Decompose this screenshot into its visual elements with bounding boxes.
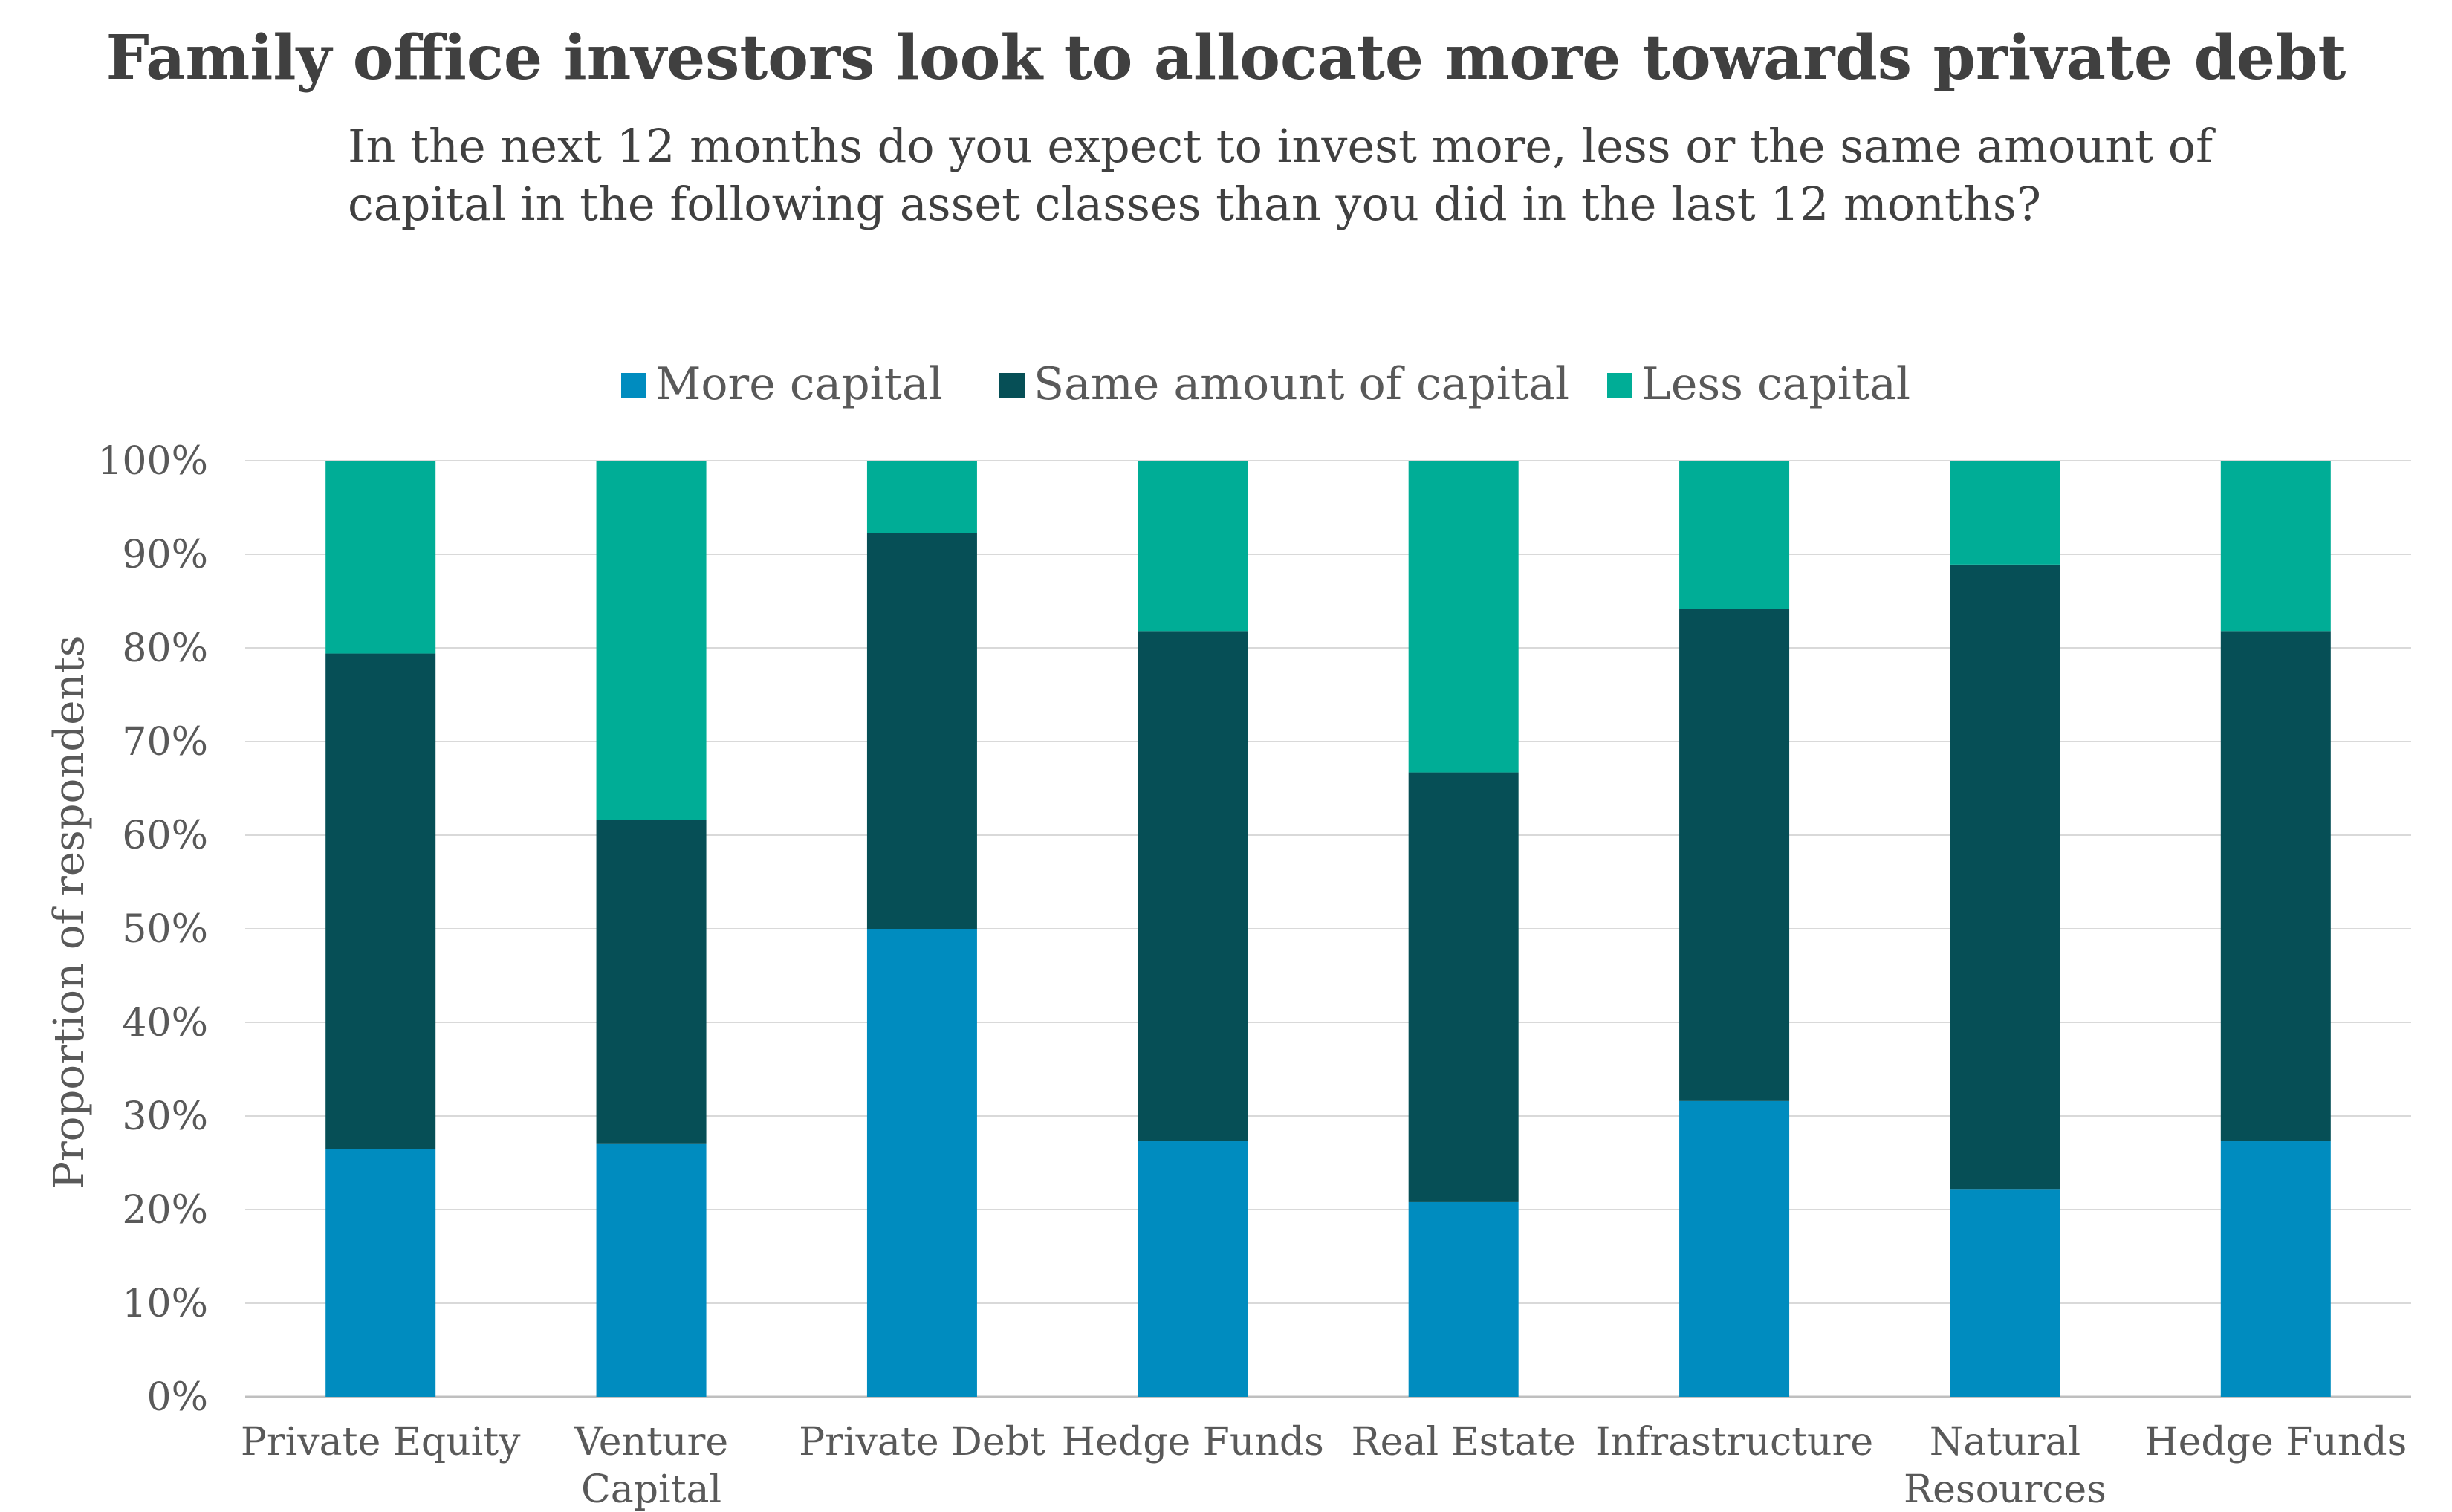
y-tick-label: 30% — [122, 1094, 208, 1139]
x-tick-label: Private Equity — [241, 1420, 521, 1464]
legend-label: More capital — [655, 358, 943, 410]
x-tick-label: Private Debt — [799, 1420, 1045, 1464]
x-tick-label: Resources — [1904, 1467, 2106, 1512]
y-tick-label: 20% — [122, 1188, 208, 1233]
bar-more-capital — [596, 1143, 707, 1397]
legend-label: Same amount of capital — [1034, 358, 1569, 410]
legend-swatch — [999, 373, 1025, 398]
bar-less-capital — [866, 461, 977, 533]
bar-same-amount-of-capital — [1408, 772, 1519, 1202]
y-axis-ticks: 0% 10% 20% 30% 40% 50% 60% 70% 80% 90% 100% — [97, 439, 208, 1420]
bar-more-capital — [1138, 1141, 1248, 1397]
bar-same-amount-of-capital — [2220, 631, 2331, 1142]
y-tick-label: 50% — [122, 907, 208, 952]
bar-more-capital — [1679, 1100, 1790, 1397]
legend-swatch — [621, 373, 646, 398]
bar-same-amount-of-capital — [1679, 609, 1790, 1101]
bar-more-capital — [2220, 1141, 2331, 1397]
y-tick-label: 60% — [122, 814, 208, 858]
bar-less-capital — [2220, 461, 2331, 632]
y-tick-label: 70% — [122, 720, 208, 765]
y-tick-label: 10% — [122, 1282, 208, 1326]
gridlines — [245, 460, 2411, 1398]
x-tick-label: Hedge Funds — [2144, 1420, 2407, 1464]
y-tick-label: 90% — [122, 533, 208, 577]
bar-same-amount-of-capital — [1138, 631, 1248, 1142]
x-tick-label: Real Estate — [1352, 1420, 1576, 1464]
bar-more-capital — [325, 1149, 436, 1397]
bars — [325, 461, 2331, 1397]
bar-more-capital — [866, 929, 977, 1397]
bar-less-capital — [325, 461, 436, 654]
subtitle-line-1: In the next 12 months do you expect to i… — [348, 119, 2213, 173]
bar-same-amount-of-capital — [325, 653, 436, 1149]
bar-less-capital — [1679, 461, 1790, 609]
chart-title: Family office investors look to allocate… — [106, 22, 2346, 94]
bar-less-capital — [1408, 461, 1519, 773]
legend-label: Less capital — [1641, 358, 1910, 410]
bar-less-capital — [596, 461, 707, 820]
bar-same-amount-of-capital — [596, 820, 707, 1144]
bar-more-capital — [1950, 1189, 2060, 1397]
y-tick-label: 40% — [122, 1001, 208, 1045]
bar-less-capital — [1138, 461, 1248, 632]
bar-same-amount-of-capital — [866, 533, 977, 929]
legend: More capital Same amount of capital Less c… — [621, 358, 1910, 410]
legend-swatch — [1607, 373, 1632, 398]
y-axis-label: Proportion of respondents — [45, 635, 94, 1189]
y-tick-label: 100% — [97, 439, 208, 484]
y-tick-label: 80% — [122, 626, 208, 671]
x-tick-label: Natural — [1930, 1420, 2080, 1464]
y-tick-label: 0% — [147, 1375, 209, 1420]
bar-more-capital — [1408, 1201, 1519, 1397]
chart-subtitle: In the next 12 months do you expect to i… — [348, 117, 2213, 233]
x-tick-label: Hedge Funds — [1062, 1420, 1324, 1464]
subtitle-line-2: capital in the following asset classes t… — [348, 177, 2041, 231]
bar-same-amount-of-capital — [1950, 564, 2060, 1190]
x-tick-label: Venture — [574, 1420, 728, 1464]
bar-less-capital — [1950, 461, 2060, 565]
x-tick-label: Infrastructure — [1595, 1420, 1873, 1464]
x-tick-label: Capital — [581, 1467, 721, 1512]
